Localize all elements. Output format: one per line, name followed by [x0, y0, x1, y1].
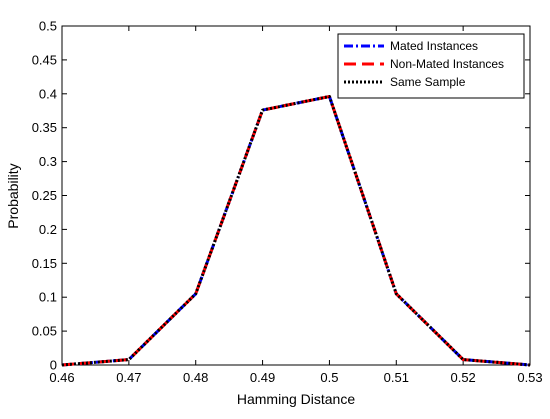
- x-tick-label: 0.53: [517, 370, 542, 385]
- y-tick-label: 0.3: [39, 154, 57, 169]
- x-tick-label: 0.48: [183, 370, 208, 385]
- y-tick-label: 0.1: [39, 290, 57, 305]
- x-axis-title: Hamming Distance: [237, 391, 355, 407]
- x-axis-ticks: 0.46 0.47 0.48 0.49 0.5 0.51 0.52 0.53: [49, 26, 543, 385]
- y-tick-label: 0.5: [39, 19, 57, 34]
- x-tick-label: 0.46: [49, 370, 74, 385]
- legend-label: Non-Mated Instances: [390, 57, 504, 71]
- legend-label: Same Sample: [390, 75, 466, 89]
- x-tick-label: 0.52: [450, 370, 475, 385]
- y-tick-label: 0: [50, 358, 57, 373]
- y-tick-label: 0.15: [32, 256, 57, 271]
- y-tick-label: 0.25: [32, 188, 57, 203]
- x-tick-label: 0.49: [250, 370, 275, 385]
- y-tick-label: 0.05: [32, 324, 57, 339]
- x-tick-label: 0.47: [116, 370, 141, 385]
- y-axis-ticks: 0 0.05 0.1 0.15 0.2 0.25 0.3 0.35 0.4 0.45 0.5: [32, 19, 530, 373]
- series-line-2: [61, 95, 531, 367]
- legend-label: Mated Instances: [390, 39, 478, 53]
- y-tick-label: 0.2: [39, 222, 57, 237]
- y-tick-label: 0.45: [32, 52, 57, 67]
- x-tick-label: 0.51: [384, 370, 409, 385]
- legend: Mated Instances Non-Mated Instances Same S…: [337, 33, 525, 99]
- series-lines: [61, 95, 531, 367]
- x-tick-label: 0.5: [320, 370, 338, 385]
- y-axis-title: Probability: [5, 163, 21, 228]
- y-tick-label: 0.4: [39, 86, 57, 101]
- y-tick-label: 0.35: [32, 120, 57, 135]
